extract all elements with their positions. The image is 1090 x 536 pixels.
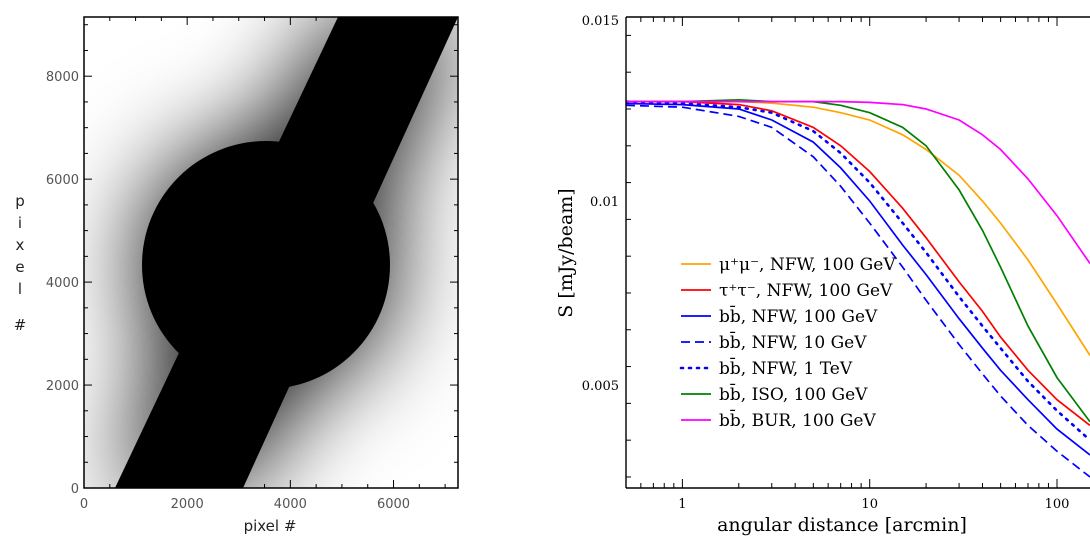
chart-xlabel: angular distance [arcmin] bbox=[717, 514, 967, 536]
legend-label-3: bb̄, NFW, 100 GeV bbox=[719, 304, 878, 327]
chart-legend: μ⁺μ⁻, NFW, 100 GeV τ⁺τ⁻, NFW, 100 GeV bb̄,… bbox=[679, 255, 896, 431]
legend-label-6: bb̄, ISO, 100 GeV bbox=[719, 382, 868, 405]
sky-map-image bbox=[84, 17, 458, 488]
chart-y-tick-label: 0.015 bbox=[582, 14, 619, 29]
sky-map-xlabel: pixel # bbox=[244, 517, 297, 535]
chart-frame bbox=[625, 16, 1090, 489]
sky-map-x-tick-label: 2000 bbox=[171, 497, 204, 512]
chart-y-tick-label: 0.005 bbox=[582, 379, 619, 394]
chart-x-tick-label: 1 bbox=[678, 497, 686, 512]
series-line-2 bbox=[626, 100, 1090, 427]
sky-map-tick-labels: 0 2000 4000 6000 0 2000 4000 6000 8000 bbox=[46, 70, 410, 512]
chart-x-tick-label: 100 bbox=[1045, 497, 1070, 512]
series-line-4 bbox=[626, 104, 1090, 478]
chart-series bbox=[626, 98, 1090, 478]
sky-map-y-tick-label: 0 bbox=[71, 482, 79, 497]
legend-label-4: bb̄, NFW, 10 GeV bbox=[719, 330, 867, 353]
sky-map-y-tick-label: 2000 bbox=[46, 379, 79, 394]
sky-map-panel: 0 2000 4000 6000 0 2000 4000 6000 8000 pixel # p… bbox=[14, 16, 459, 535]
sky-map-disk bbox=[142, 141, 390, 389]
sky-map-ylabel: p i x e l # bbox=[14, 192, 27, 334]
sky-map-frame bbox=[83, 16, 459, 489]
series-line-6 bbox=[626, 98, 1090, 423]
sky-map-x-tick-label: 0 bbox=[80, 497, 88, 512]
chart-y-tick-label: 0.01 bbox=[590, 195, 619, 210]
legend-label-7: bb̄, BUR, 100 GeV bbox=[719, 408, 876, 431]
series-line-5 bbox=[626, 100, 1090, 442]
legend-label-1: μ⁺μ⁻, NFW, 100 GeV bbox=[719, 255, 896, 275]
chart-panel: 1 10 100 0.005 0.01 0.015 angular distance [a… bbox=[555, 14, 1090, 536]
sky-map-x-tick-label: 4000 bbox=[274, 497, 307, 512]
series-line-3 bbox=[626, 102, 1090, 456]
chart-ticks bbox=[625, 17, 1058, 488]
legend-label-2: τ⁺τ⁻, NFW, 100 GeV bbox=[719, 281, 893, 301]
sky-map-y-tick-label: 4000 bbox=[46, 276, 79, 291]
chart-x-tick-label: 10 bbox=[861, 497, 878, 512]
sky-map-y-tick-label: 6000 bbox=[46, 173, 79, 188]
chart-ylabel: S [mJy/beam] bbox=[555, 188, 577, 317]
chart-tick-labels: 1 10 100 0.005 0.01 0.015 bbox=[582, 14, 1070, 512]
sky-map-y-tick-label: 8000 bbox=[46, 70, 79, 85]
series-line-7 bbox=[626, 100, 1090, 264]
sky-map-ticks bbox=[83, 17, 458, 489]
sky-map-x-tick-label: 6000 bbox=[377, 497, 410, 512]
legend-label-5: bb̄, NFW, 1 TeV bbox=[719, 356, 853, 379]
